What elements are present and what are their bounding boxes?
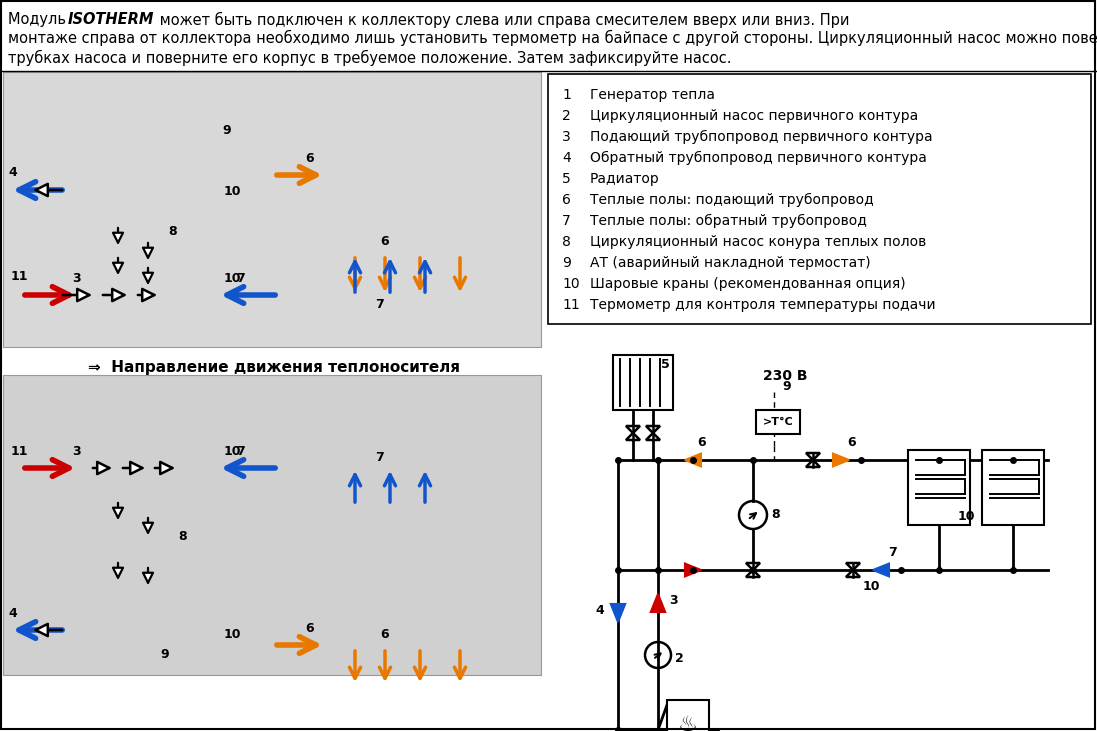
Text: Циркуляционный насос конура теплых полов: Циркуляционный насос конура теплых полов (590, 235, 926, 249)
Text: 8: 8 (771, 508, 780, 521)
Text: 6: 6 (380, 628, 388, 641)
Polygon shape (846, 563, 860, 570)
Polygon shape (626, 433, 640, 440)
Text: 4: 4 (8, 607, 16, 620)
Text: ISOTHERM: ISOTHERM (68, 12, 155, 27)
Text: 8: 8 (178, 530, 186, 543)
Text: Радиатор: Радиатор (590, 172, 659, 186)
Text: 7: 7 (562, 214, 570, 228)
Bar (756, 410, 800, 434)
Text: Термометр для контроля температуры подачи: Термометр для контроля температуры подач… (590, 298, 936, 312)
Text: 10: 10 (224, 272, 241, 285)
Text: 5: 5 (661, 357, 670, 371)
Text: 7: 7 (236, 445, 245, 458)
Text: Обратный трубпопровод первичного контура: Обратный трубпопровод первичного контура (590, 151, 927, 165)
Text: трубках насоса и поверните его корпус в требуемое положение. Затем зафиксируйте : трубках насоса и поверните его корпус в … (8, 50, 732, 67)
Text: 10: 10 (562, 277, 579, 291)
Text: Теплые полы: обратный трубопровод: Теплые полы: обратный трубопровод (590, 214, 867, 228)
Text: 11: 11 (11, 270, 29, 283)
Text: 8: 8 (168, 225, 177, 238)
Text: >T°C: >T°C (762, 417, 793, 427)
Text: Генератор тепла: Генератор тепла (590, 88, 715, 102)
Text: Теплые полы: подающий трубопровод: Теплые полы: подающий трубопровод (590, 193, 873, 207)
Text: 9: 9 (160, 648, 169, 661)
Text: 5: 5 (562, 172, 570, 186)
Text: Циркуляционный насос первичного контура: Циркуляционный насос первичного контура (590, 109, 918, 123)
Bar (908, 450, 970, 525)
Text: 6: 6 (697, 436, 705, 449)
Text: 6: 6 (305, 622, 314, 635)
Text: 4: 4 (596, 605, 604, 618)
Text: 11: 11 (562, 298, 579, 312)
Bar (548, 74, 1092, 324)
Text: 9: 9 (562, 256, 570, 270)
Text: ⇒  Направление движения теплоносителя: ⇒ Направление движения теплоносителя (88, 360, 460, 375)
Polygon shape (873, 564, 889, 577)
Text: 6: 6 (847, 436, 856, 449)
Polygon shape (646, 426, 660, 433)
Text: может быть подключен к коллектору слева или справа смесителем вверх или вниз. Пр: может быть подключен к коллектору слева … (155, 12, 849, 29)
Polygon shape (806, 453, 819, 460)
Text: Модуль: Модуль (8, 12, 70, 27)
Polygon shape (806, 460, 819, 467)
Polygon shape (685, 564, 701, 577)
Polygon shape (746, 563, 760, 570)
Bar (982, 450, 1044, 525)
Text: 10: 10 (863, 580, 881, 593)
Text: 9: 9 (222, 124, 230, 137)
Text: 3: 3 (562, 130, 570, 144)
Text: Шаровые краны (рекомендованная опция): Шаровые краны (рекомендованная опция) (590, 277, 906, 291)
Text: 6: 6 (562, 193, 570, 207)
Text: 7: 7 (375, 298, 384, 311)
Text: 6: 6 (305, 152, 314, 165)
Polygon shape (746, 570, 760, 577)
Text: 1: 1 (562, 88, 570, 102)
Text: 7: 7 (375, 451, 384, 464)
Bar (613, 355, 672, 409)
Bar (3, 375, 541, 675)
Text: монтаже справа от коллектора необходимо лишь установить термометр на байпасе с д: монтаже справа от коллектора необходимо … (8, 30, 1097, 46)
Text: 2: 2 (562, 109, 570, 123)
Text: 7: 7 (236, 272, 245, 285)
Bar (3, 72, 541, 347)
Text: 10: 10 (224, 628, 241, 641)
Text: Подающий трубпопровод первичного контура: Подающий трубпопровод первичного контура (590, 130, 932, 144)
Text: 3: 3 (72, 445, 80, 458)
Polygon shape (846, 570, 860, 577)
Polygon shape (646, 433, 660, 440)
Text: 8: 8 (562, 235, 570, 249)
Text: 6: 6 (380, 235, 388, 248)
Text: 11: 11 (11, 445, 29, 458)
Text: 4: 4 (8, 166, 16, 179)
Text: 9: 9 (782, 380, 791, 393)
Polygon shape (685, 454, 701, 466)
Text: 4: 4 (562, 151, 570, 165)
Text: ♨: ♨ (678, 715, 698, 731)
Polygon shape (626, 426, 640, 433)
Text: 10: 10 (958, 510, 975, 523)
Polygon shape (833, 454, 849, 466)
Text: 2: 2 (675, 651, 683, 664)
Text: АТ (аварийный накладной термостат): АТ (аварийный накладной термостат) (590, 256, 871, 270)
Text: 10: 10 (224, 445, 241, 458)
Text: 230 В: 230 В (764, 369, 807, 383)
Polygon shape (611, 604, 625, 622)
Text: 3: 3 (669, 594, 678, 607)
Text: 3: 3 (72, 272, 80, 285)
Polygon shape (651, 594, 665, 612)
Text: 10: 10 (224, 185, 241, 198)
Bar (667, 700, 709, 731)
Text: 7: 7 (887, 546, 896, 559)
